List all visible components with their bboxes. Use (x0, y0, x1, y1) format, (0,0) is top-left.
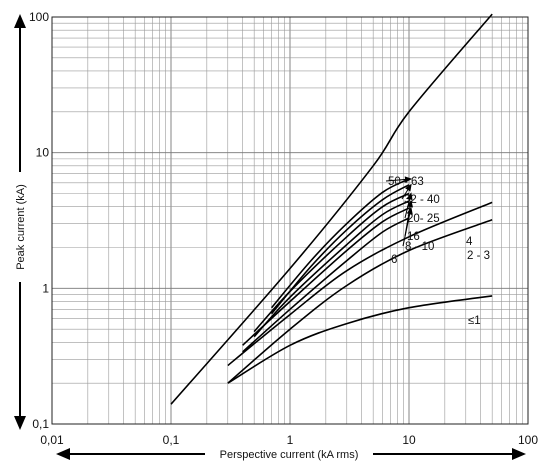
rating-label: 4 (466, 236, 473, 248)
x-tick-label: 0,01 (40, 433, 64, 447)
rating-label: 2 - 3 (467, 250, 490, 262)
curve-20-25 (253, 192, 410, 333)
x-axis-title-bg (205, 446, 373, 462)
y-tick-label: 100 (29, 10, 49, 24)
curve-50-63 (270, 178, 410, 309)
y-axis-title: Peak current (kA) (15, 184, 27, 270)
x-tick-label: 100 (518, 433, 538, 447)
curve-8-10 (242, 207, 410, 346)
x-axis-title: Perspective current (kA rms) (220, 449, 359, 461)
curve-4 (227, 201, 493, 367)
rating-label: 16 (407, 231, 420, 243)
rating-label: 8 - 10 (405, 241, 434, 253)
label-arrowhead (406, 199, 414, 208)
curves (170, 13, 493, 405)
y-axis-title-bg (13, 172, 27, 282)
x-tick-label: 1 (287, 433, 294, 447)
rating-label: ≤1 (468, 315, 481, 327)
label-arrow (402, 208, 412, 247)
rating-label: 50 - 63 (388, 176, 424, 188)
rating-label: 32 - 40 (404, 194, 440, 206)
series-labels: 50 - 63 32 - 40 20- 25 168 - 10 6 4 2 - 3 ≤1 (385, 176, 490, 327)
rating-label: 6 (391, 254, 397, 266)
y-tick-label: 0,1 (32, 417, 49, 431)
x-tick-label: 10 (402, 433, 416, 447)
curve-2-3 (227, 219, 493, 384)
plot-frame (51, 16, 529, 425)
tick-labels: 0,01 0,1 1 10 100 0,1 1 10 100 (29, 10, 538, 447)
label-arrowhead (405, 183, 412, 192)
grid (51, 17, 528, 425)
curve-6 (242, 217, 410, 353)
curve-unlimited (170, 13, 493, 405)
label-arrowhead (406, 206, 413, 215)
x-tick-label: 0,1 (163, 433, 180, 447)
y-tick-label: 10 (36, 146, 50, 160)
rating-label: 20- 25 (407, 213, 440, 225)
curve-32-40 (270, 184, 410, 315)
label-arrowhead (406, 192, 413, 201)
label-arrowhead (404, 176, 413, 183)
y-tick-label: 1 (42, 281, 49, 295)
curve-16 (253, 200, 410, 338)
plot-border (51, 16, 529, 425)
curve--1 (227, 295, 493, 384)
